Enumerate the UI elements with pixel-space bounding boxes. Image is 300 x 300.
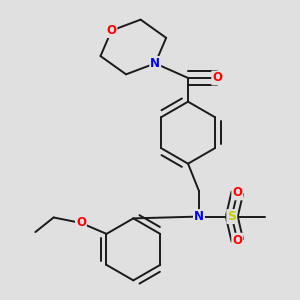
- Text: N: N: [194, 210, 204, 223]
- Text: N: N: [150, 57, 160, 70]
- Text: S: S: [227, 210, 236, 223]
- Text: O: O: [212, 71, 222, 85]
- Text: O: O: [106, 24, 116, 37]
- Text: O: O: [76, 216, 86, 230]
- Text: O: O: [232, 186, 242, 200]
- Text: O: O: [232, 234, 242, 247]
